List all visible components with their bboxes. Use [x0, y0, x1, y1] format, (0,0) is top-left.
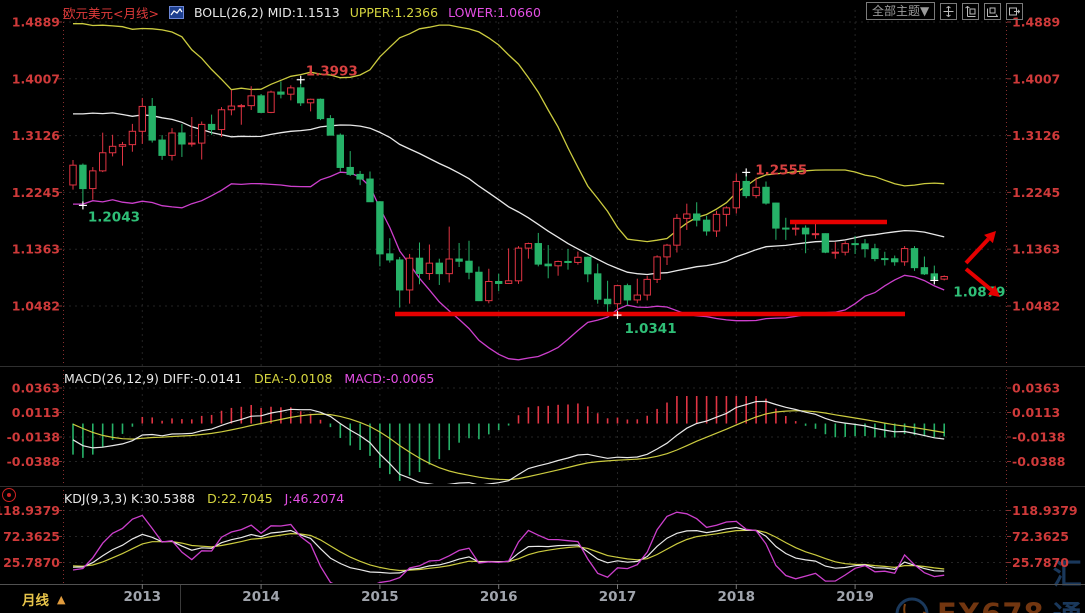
x-axis-year-label: 2015: [361, 589, 399, 605]
kdj-axis-label: 25.7870: [1012, 555, 1069, 570]
macd-axis-label: -0.0138: [1012, 430, 1065, 445]
period-selector[interactable]: 月线 ▲: [0, 585, 180, 613]
x-axis-year-label: 2013: [124, 589, 162, 605]
macd-macd-value: MACD:-0.0065: [344, 371, 435, 386]
boll-lower-value: LOWER:1.0660: [448, 5, 541, 20]
macd-dea-value: DEA:-0.0108: [254, 371, 333, 386]
scale-y-axis-icon[interactable]: [962, 2, 980, 20]
x-axis-year-label: 2019: [836, 589, 874, 605]
macd-axis-label: -0.0388: [7, 454, 60, 469]
boll-mid-value: BOLL(26,2) MID:1.1513: [193, 5, 340, 20]
price-annotation: 1.2555: [755, 162, 807, 178]
price-axis-label: 1.3126: [1012, 128, 1061, 143]
macd-title: MACD(26,12,9) DIFF:-0.0141: [64, 371, 243, 386]
kdj-axis-label: 118.9379: [0, 503, 60, 518]
kdj-panel-header: KDJ(9,3,3) K:30.5388 D:22.7045 J:46.2074: [64, 491, 344, 506]
watermark-fx678: FX678: [937, 597, 1045, 613]
watermark: FX678 汇通网: [893, 551, 1085, 613]
boll-upper-value: UPPER:1.2366: [349, 5, 439, 20]
reset-view-icon[interactable]: [1006, 2, 1024, 20]
pan-icon[interactable]: [940, 2, 958, 20]
price-axis-label: 1.4889: [1012, 15, 1060, 30]
kdj-axis-label: 72.3625: [1012, 529, 1069, 544]
live-marker-icon: [2, 488, 16, 502]
price-annotation: 1.0341: [625, 321, 677, 337]
price-axis-label: 1.1363: [1012, 242, 1060, 257]
price-axis-label: 1.0482: [1012, 299, 1060, 314]
macd-axis-label: 0.0113: [1012, 405, 1060, 420]
price-axis-label: 1.4889: [12, 15, 60, 30]
kdj-j-value: J:46.2074: [284, 491, 345, 506]
price-annotation: 1.3993: [306, 64, 358, 80]
period-up-arrow-icon: ▲: [57, 592, 66, 606]
main-chart-header: 欧元美元<月线> BOLL(26,2) MID:1.1513 UPPER:1.2…: [63, 3, 541, 22]
macd-axis-label: -0.0388: [1012, 454, 1065, 469]
globe-icon: [893, 595, 931, 613]
x-axis-year-label: 2016: [480, 589, 518, 605]
price-axis-label: 1.3126: [12, 128, 61, 143]
price-axis-label: 1.0482: [12, 299, 60, 314]
theme-dropdown[interactable]: 全部主题▼: [866, 2, 936, 20]
macd-axis-label: -0.0138: [7, 430, 60, 445]
macd-axis-label: 0.0363: [1012, 381, 1060, 396]
toolbar: 全部主题▼: [866, 2, 1024, 20]
indicator-icon: [168, 6, 184, 19]
price-axis-label: 1.4007: [1012, 71, 1060, 86]
x-axis-year-label: 2014: [242, 589, 280, 605]
price-axis-label: 1.2245: [12, 185, 60, 200]
price-annotation: 1.2043: [88, 209, 140, 225]
watermark-huitong: 汇通网: [1052, 557, 1084, 613]
macd-axis-label: 0.0363: [12, 381, 60, 396]
kdj-d-value: D:22.7045: [207, 491, 273, 506]
scale-x-axis-icon[interactable]: [984, 2, 1002, 20]
period-label: 月线: [22, 593, 49, 609]
x-axis-year-label: 2018: [718, 589, 756, 605]
kdj-axis-label: 118.9379: [1012, 503, 1078, 518]
kdj-axis-label: 72.3625: [3, 529, 60, 544]
x-axis-year-label: 2017: [599, 589, 637, 605]
macd-axis-label: 0.0113: [12, 405, 60, 420]
kdj-title: KDJ(9,3,3) K:30.5388: [64, 491, 196, 506]
price-axis-label: 1.1363: [12, 242, 60, 257]
price-axis-label: 1.2245: [1012, 185, 1060, 200]
symbol-title: 欧元美元<月线>: [63, 6, 159, 21]
macd-panel-header: MACD(26,12,9) DIFF:-0.0141 DEA:-0.0108 M…: [64, 371, 434, 386]
kdj-axis-label: 25.7870: [3, 555, 60, 570]
price-axis-label: 1.4007: [12, 71, 60, 86]
